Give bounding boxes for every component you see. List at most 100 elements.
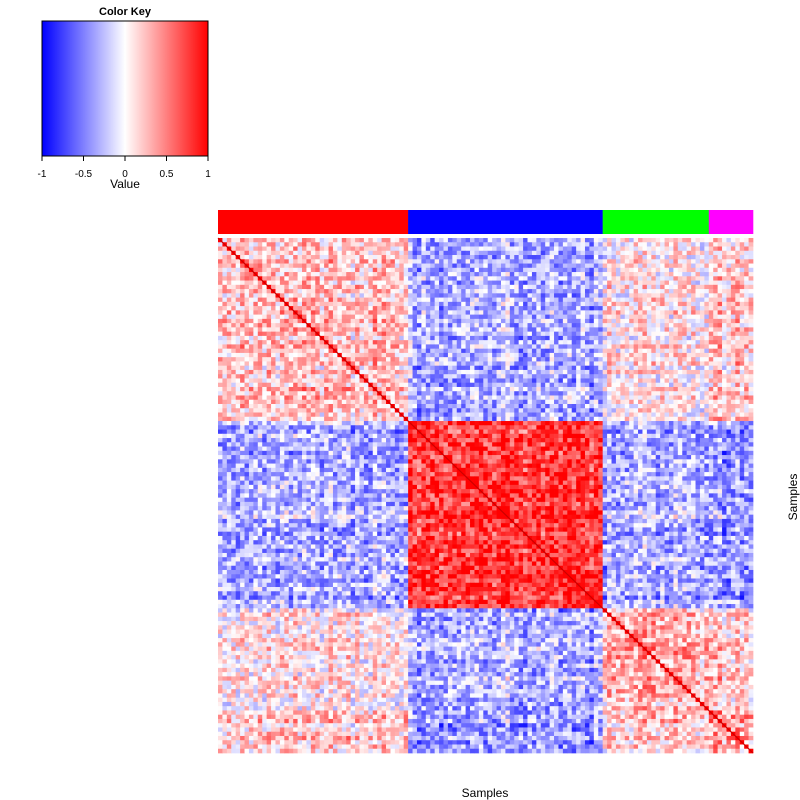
heatmap-cell bbox=[248, 395, 254, 401]
heatmap-cell bbox=[651, 340, 657, 345]
heatmap-cell bbox=[231, 314, 237, 320]
heatmap-cell bbox=[350, 399, 356, 405]
heatmap-cell bbox=[487, 399, 493, 405]
heatmap-cell bbox=[315, 250, 321, 256]
heatmap-cell bbox=[359, 318, 365, 324]
heatmap-cell bbox=[540, 276, 546, 281]
heatmap-cell bbox=[527, 374, 533, 379]
heatmap-cell bbox=[496, 374, 502, 379]
heatmap-cell bbox=[505, 246, 511, 252]
heatmap-cell bbox=[558, 284, 564, 290]
heatmap-cell bbox=[633, 344, 639, 350]
heatmap-cell bbox=[421, 365, 427, 371]
heatmap-cell bbox=[359, 361, 365, 367]
heatmap-cell bbox=[368, 314, 374, 320]
heatmap-cell bbox=[660, 297, 665, 303]
heatmap-cell bbox=[218, 301, 223, 307]
heatmap-cell bbox=[527, 365, 533, 371]
heatmap-cell bbox=[487, 369, 493, 375]
heatmap-cell bbox=[390, 289, 396, 294]
heatmap-cell bbox=[695, 335, 701, 341]
heatmap-cell bbox=[425, 259, 431, 264]
heatmap-cell bbox=[584, 408, 590, 413]
heatmap-cell bbox=[399, 369, 405, 375]
heatmap-cell bbox=[584, 293, 590, 298]
heatmap-cell bbox=[319, 263, 325, 269]
heatmap-cell bbox=[527, 280, 533, 286]
heatmap-cell bbox=[399, 327, 405, 332]
heatmap-cell bbox=[509, 293, 515, 298]
heatmap-cell bbox=[386, 263, 391, 269]
heatmap-cell bbox=[615, 297, 621, 303]
heatmap-cell bbox=[607, 386, 612, 392]
heatmap-cell bbox=[646, 255, 652, 260]
heatmap-cell bbox=[271, 382, 276, 388]
heatmap-cell bbox=[492, 391, 497, 396]
heatmap-cell bbox=[744, 255, 749, 260]
heatmap-cell bbox=[337, 310, 343, 315]
heatmap-cell bbox=[571, 263, 577, 269]
heatmap-cell bbox=[735, 263, 741, 269]
heatmap-cell bbox=[642, 327, 648, 332]
heatmap-cell bbox=[434, 289, 440, 294]
heatmap-cell bbox=[607, 403, 612, 409]
heatmap-cell bbox=[730, 318, 736, 324]
heatmap-cell bbox=[297, 263, 303, 269]
heatmap-cell bbox=[695, 357, 701, 362]
heatmap-cell bbox=[523, 301, 528, 307]
heatmap-cell bbox=[580, 365, 586, 371]
heatmap-cell bbox=[412, 382, 418, 388]
heatmap-cell bbox=[257, 242, 263, 247]
heatmap-cell bbox=[474, 289, 480, 294]
heatmap-cell bbox=[359, 259, 365, 264]
heatmap-cell bbox=[341, 263, 347, 269]
heatmap-cell bbox=[257, 395, 263, 401]
heatmap-cell bbox=[531, 267, 537, 273]
heatmap-cell bbox=[390, 352, 396, 358]
heatmap-cell bbox=[677, 318, 683, 324]
heatmap-cell bbox=[293, 327, 298, 332]
heatmap-cell bbox=[341, 344, 347, 350]
heatmap-cell bbox=[558, 310, 564, 315]
heatmap-cell bbox=[655, 382, 661, 388]
heatmap-cell bbox=[589, 284, 595, 290]
heatmap-cell bbox=[377, 276, 382, 281]
heatmap-cell bbox=[686, 284, 692, 290]
heatmap-cell bbox=[470, 395, 475, 401]
heatmap-cell bbox=[293, 263, 298, 269]
heatmap-cell bbox=[474, 255, 480, 260]
heatmap-cell bbox=[695, 276, 701, 281]
heatmap-cell bbox=[607, 250, 612, 256]
heatmap-cell bbox=[465, 246, 471, 252]
heatmap-cell bbox=[593, 378, 599, 384]
heatmap-cell bbox=[567, 386, 573, 392]
heatmap-cell bbox=[713, 369, 718, 375]
heatmap-cell bbox=[554, 255, 559, 260]
heatmap-cell bbox=[443, 386, 449, 392]
heatmap-cell bbox=[218, 242, 223, 247]
heatmap-cell bbox=[403, 259, 409, 264]
heatmap-cell bbox=[266, 263, 272, 269]
heatmap-cell bbox=[730, 267, 736, 273]
heatmap-cell bbox=[730, 335, 736, 341]
heatmap-cell bbox=[332, 340, 338, 345]
heatmap-cell bbox=[271, 242, 276, 247]
heatmap-cell bbox=[218, 408, 223, 413]
heatmap-cell bbox=[739, 250, 745, 256]
heatmap-cell bbox=[302, 365, 307, 371]
heatmap-cell bbox=[447, 403, 453, 409]
heatmap-cell bbox=[509, 310, 515, 315]
heatmap-cell bbox=[655, 391, 661, 396]
heatmap-cell bbox=[271, 323, 276, 328]
heatmap-cell bbox=[368, 408, 374, 413]
heatmap-cell bbox=[651, 369, 657, 375]
heatmap-cell bbox=[302, 382, 307, 388]
heatmap-cell bbox=[549, 352, 555, 358]
heatmap-cell bbox=[377, 344, 382, 350]
heatmap-cell bbox=[372, 382, 378, 388]
heatmap-cell bbox=[726, 382, 732, 388]
heatmap-cell bbox=[416, 365, 422, 371]
heatmap-cell bbox=[240, 352, 245, 358]
heatmap-cell bbox=[739, 408, 745, 413]
heatmap-cell bbox=[244, 403, 250, 409]
